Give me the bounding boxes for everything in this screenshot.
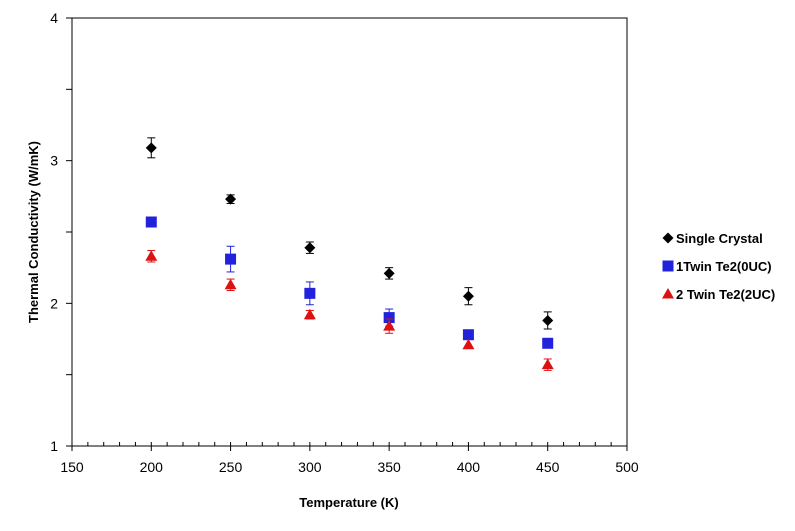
x-tick-label: 500: [615, 459, 639, 475]
data-point: [383, 320, 396, 331]
series-1: [145, 137, 554, 330]
data-point: [304, 242, 316, 254]
data-point: [304, 287, 316, 299]
legend-marker: [662, 288, 674, 299]
legend-label: 1Twin Te2(0UC): [676, 259, 772, 274]
data-point: [383, 267, 395, 279]
data-point: [542, 337, 554, 349]
data-point: [145, 250, 158, 261]
y-tick-label: 4: [50, 10, 58, 26]
plot-area: [71, 17, 628, 447]
series-3: [145, 250, 554, 371]
y-tick-label: 3: [50, 153, 58, 169]
legend-marker: [662, 232, 674, 244]
x-tick-label: 200: [140, 459, 164, 475]
data-point: [541, 358, 554, 370]
x-minor-ticks: [71, 442, 628, 446]
legend-item: Single Crystal: [662, 231, 763, 246]
series-2: [145, 216, 554, 349]
y-axis-title: Thermal Conductivity (W/mK): [26, 141, 41, 323]
data-point: [462, 290, 474, 302]
data-point: [145, 142, 157, 154]
legend-label: 2 Twin Te2(2UC): [676, 287, 775, 302]
series-layer: [145, 137, 554, 371]
legend-item: 2 Twin Te2(2UC): [662, 287, 775, 302]
y-tick-label: 2: [50, 295, 58, 311]
y-tick-label: 1: [50, 438, 58, 454]
x-axis-ticks: 150 200 250 300 350 400 450 500: [60, 446, 639, 475]
legend-item: 1Twin Te2(0UC): [662, 259, 772, 274]
data-point: [542, 314, 554, 326]
x-tick-label: 300: [298, 459, 322, 475]
data-point: [462, 338, 475, 350]
data-point: [224, 278, 237, 290]
y-axis-ticks: 1 2 3 4: [50, 10, 72, 454]
data-point: [225, 253, 237, 265]
x-axis-title: Temperature (K): [299, 495, 398, 510]
x-tick-label: 250: [219, 459, 243, 475]
legend: Single Crystal 1Twin Te2(0UC) 2 Twin Te2(2…: [662, 231, 775, 302]
x-tick-label: 400: [457, 459, 481, 475]
data-point: [462, 329, 474, 341]
x-tick-label: 350: [377, 459, 401, 475]
legend-label: Single Crystal: [676, 231, 763, 246]
data-point: [145, 216, 157, 228]
x-tick-label: 450: [536, 459, 560, 475]
data-point: [225, 193, 237, 205]
data-point: [383, 312, 395, 324]
legend-marker: [662, 260, 674, 272]
x-tick-label: 150: [60, 459, 84, 475]
data-point: [303, 308, 316, 320]
